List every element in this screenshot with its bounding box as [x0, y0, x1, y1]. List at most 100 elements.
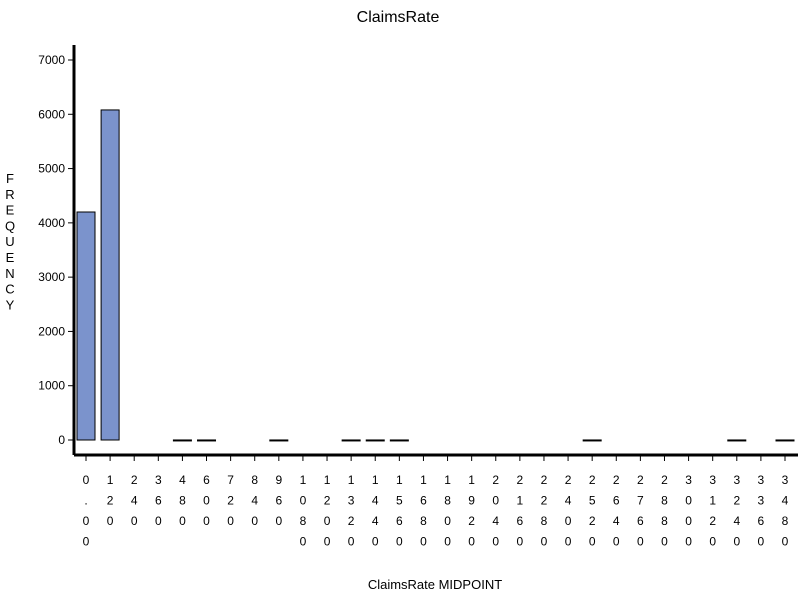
x-tick-label-char: 3 — [155, 473, 162, 487]
x-tick-label-char: 2 — [517, 473, 524, 487]
x-tick-label-char: 1 — [372, 473, 379, 487]
x-tick-label-char: 2 — [227, 494, 234, 508]
x-tick-label-char: 1 — [468, 473, 475, 487]
x-tick-label-char: 2 — [541, 494, 548, 508]
x-tick-label-char: 4 — [372, 494, 379, 508]
x-tick-label-char: 0 — [203, 514, 210, 528]
y-axis-label-letter: F — [6, 171, 14, 186]
x-tick-label-char: 2 — [131, 473, 138, 487]
x-tick-label-char: 0 — [685, 535, 692, 549]
x-tick-label-char: 2 — [468, 514, 475, 528]
histogram-bar — [727, 439, 747, 442]
x-tick-label-char: 0 — [83, 535, 90, 549]
x-tick-label: 2 7 6 0 — [637, 473, 644, 549]
x-tick-label-char: 2 — [661, 473, 668, 487]
x-tick-label-char: 0 — [541, 535, 548, 549]
x-tick-label-char: 2 — [565, 473, 572, 487]
x-tick-label: 1 3 2 0 — [348, 473, 355, 549]
x-tick-label-char: 8 — [179, 494, 186, 508]
x-tick-label-char: 0 — [203, 494, 210, 508]
x-tick-label-char: 2 — [492, 473, 499, 487]
x-tick-label-char: 2 — [107, 494, 114, 508]
x-tick-label: 2 4 0 — [131, 473, 138, 528]
x-tick-label-char: 4 — [733, 514, 740, 528]
y-axis-label-letter: U — [5, 234, 14, 249]
x-tick-label-char: 4 — [179, 473, 186, 487]
x-tick-label-char: 0 — [661, 535, 668, 549]
x-tick-label-char: 0 — [492, 494, 499, 508]
x-tick-label-char: 0 — [444, 514, 451, 528]
x-tick-label-char: 1 — [324, 473, 331, 487]
bars — [76, 109, 795, 442]
y-tick-label: 2000 — [38, 324, 65, 338]
x-tick-label-char: 0 — [348, 535, 355, 549]
x-tick-label-char: 2 — [324, 494, 331, 508]
y-axis-label-letter: Q — [5, 218, 15, 233]
x-tick-label-char: 0 — [300, 535, 307, 549]
y-axis-label-letter: Y — [6, 297, 15, 312]
x-tick-label-char: 8 — [541, 514, 548, 528]
x-tick-label: 2 2 8 0 — [541, 473, 548, 549]
x-tick-label-char: 2 — [348, 514, 355, 528]
x-tick-label: 1 2 0 0 — [324, 473, 331, 549]
x-tick-label-char: 7 — [637, 494, 644, 508]
x-tick-label-char: 6 — [203, 473, 210, 487]
y-tick-label: 0 — [58, 433, 65, 447]
histogram-bar — [269, 439, 289, 442]
histogram-bar — [76, 211, 96, 441]
x-tick-label: 2 1 6 0 — [517, 473, 524, 549]
x-tick-label: 3 2 4 0 — [733, 473, 740, 549]
x-tick-label-char: 4 — [613, 514, 620, 528]
x-tick-label: 3 0 0 0 — [685, 473, 692, 549]
x-tick-label-char: 3 — [758, 473, 765, 487]
histogram-bar — [365, 439, 385, 442]
x-tick-label-char: 1 — [107, 473, 114, 487]
x-tick-label-char: 8 — [300, 514, 307, 528]
x-tick-label: 3 4 8 0 — [782, 473, 789, 549]
x-tick-label-char: 3 — [709, 473, 716, 487]
x-tick-label-char: 1 — [348, 473, 355, 487]
x-axis: 0.00120240360480600720840960108012001320… — [74, 453, 798, 549]
x-tick-label-char: 0 — [709, 535, 716, 549]
x-tick-label-char: 9 — [468, 494, 475, 508]
x-tick-label-char: 0 — [444, 535, 451, 549]
x-tick-label-char: 5 — [396, 494, 403, 508]
x-tick-label-char: 0 — [517, 535, 524, 549]
x-tick-label-char: 3 — [348, 494, 355, 508]
x-tick-label-char: 0 — [155, 514, 162, 528]
x-axis-label: ClaimsRate MIDPOINT — [368, 577, 502, 592]
x-tick-label-char: 4 — [782, 494, 789, 508]
x-tick-label-char: 0 — [83, 473, 90, 487]
x-tick-label-char: 0 — [613, 535, 620, 549]
x-tick-label: 3 6 0 — [155, 473, 162, 528]
x-tick-label-char: 0 — [324, 535, 331, 549]
x-tick-label-char: 8 — [444, 494, 451, 508]
y-axis-label-letter: C — [5, 282, 14, 297]
x-tick-label-char: 8 — [782, 514, 789, 528]
x-tick-label-char: 1 — [420, 473, 427, 487]
y-axis-label-letter: E — [6, 203, 15, 218]
x-tick-label-char: 1 — [396, 473, 403, 487]
x-tick-label-char: 6 — [517, 514, 524, 528]
x-tick-label: 2 4 0 0 — [565, 473, 572, 549]
x-tick-label-char: 6 — [275, 494, 282, 508]
x-tick-label-char: 0 — [468, 535, 475, 549]
x-tick-label-char: 0 — [300, 494, 307, 508]
x-tick-label-char: 2 — [541, 473, 548, 487]
x-tick-label-char: 4 — [492, 514, 499, 528]
x-tick-label-char: 2 — [589, 473, 596, 487]
y-tick-label: 4000 — [38, 216, 65, 230]
y-axis-label-letter: R — [5, 187, 14, 202]
histogram-bar — [775, 439, 795, 442]
x-tick-label-char: 0 — [324, 514, 331, 528]
x-tick-label-char: 0 — [782, 535, 789, 549]
x-tick-label-char: 1 — [709, 494, 716, 508]
x-tick-label-char: 0 — [685, 494, 692, 508]
chart-title: ClaimsRate — [357, 9, 440, 26]
x-tick-label-char: 8 — [420, 514, 427, 528]
histogram-bar — [100, 109, 120, 441]
